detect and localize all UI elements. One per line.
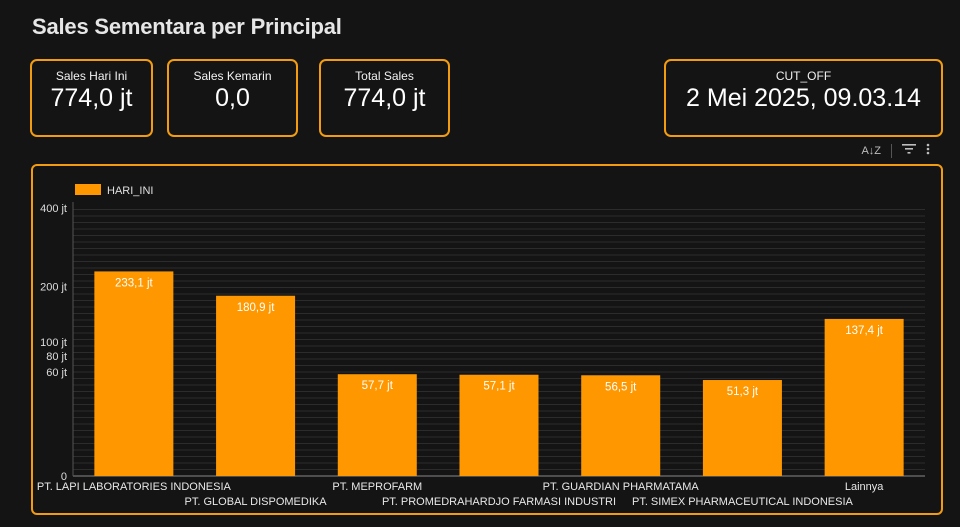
bar: [459, 374, 539, 476]
data-label: 180,9 jt: [237, 302, 276, 314]
bar: [216, 295, 296, 476]
kpi-card-sales-kemarin: Sales Kemarin 0,0: [167, 59, 298, 137]
x-tick-label: PT. PROMEDRAHARDJO FARMASI INDUSTRI: [382, 496, 616, 508]
bar: [702, 380, 782, 476]
toolbar-divider: [891, 143, 892, 158]
kpi-value: 0,0: [215, 84, 250, 112]
bar: [337, 374, 417, 476]
kpi-card-cut-off: CUT_OFF 2 Mei 2025, 09.03.14: [664, 59, 943, 137]
kpi-label: Sales Kemarin: [193, 69, 272, 83]
x-tick-label: PT. SIMEX PHARMACEUTICAL INDONESIA: [632, 496, 854, 508]
x-tick-label: PT. MEPROFARM: [332, 481, 422, 493]
more-options-icon[interactable]: [926, 143, 930, 158]
y-tick-label: 60 jt: [46, 367, 67, 379]
kpi-card-total-sales: Total Sales 774,0 jt: [319, 59, 450, 137]
bar: [581, 375, 661, 476]
kpi-label: Total Sales: [355, 69, 414, 83]
data-label: 137,4 jt: [845, 325, 884, 337]
legend-swatch: [75, 184, 101, 195]
data-label: 57,1 jt: [483, 381, 515, 393]
bar: [824, 318, 904, 476]
bar-chart: 0 60 jt 80 jt 100 jt 200 jt 400 jt HARI_INI 233…: [37, 184, 925, 508]
y-tick-label: 200 jt: [40, 281, 67, 293]
page-title: Sales Sementara per Principal: [32, 14, 342, 39]
kpi-value: 2 Mei 2025, 09.03.14: [686, 84, 921, 112]
filter-icon[interactable]: [902, 143, 916, 158]
data-label: 51,3 jt: [727, 386, 759, 398]
sort-icon[interactable]: A↓Z: [861, 144, 881, 157]
y-tick-label: 100 jt: [40, 337, 67, 349]
kpi-label: Sales Hari Ini: [55, 69, 128, 83]
bar-chart-panel: 0 60 jt 80 jt 100 jt 200 jt 400 jt HARI_INI 233…: [31, 164, 943, 515]
x-tick-label: PT. LAPI LABORATORIES INDONESIA: [37, 481, 232, 493]
legend-label: HARI_INI: [107, 185, 153, 197]
data-label: 233,1 jt: [115, 277, 154, 289]
chart-toolbar: A↓Z: [861, 143, 930, 158]
x-tick-label: PT. GUARDIAN PHARMATAMA: [543, 481, 700, 493]
kpi-label: CUT_OFF: [775, 69, 832, 83]
y-tick-label: 0: [61, 471, 67, 483]
y-tick-label: 80 jt: [46, 351, 67, 363]
data-label: 57,7 jt: [362, 380, 394, 392]
kpi-value: 774,0 jt: [50, 84, 133, 112]
kpi-value: 774,0 jt: [343, 84, 426, 112]
y-tick-label: 400 jt: [40, 203, 67, 215]
x-tick-label: PT. GLOBAL DISPOMEDIKA: [185, 496, 328, 508]
data-label: 56,5 jt: [605, 381, 637, 393]
kpi-card-sales-hari-ini: Sales Hari Ini 774,0 jt: [30, 59, 153, 137]
bar: [94, 271, 174, 476]
x-tick-label: Lainnya: [845, 481, 884, 493]
